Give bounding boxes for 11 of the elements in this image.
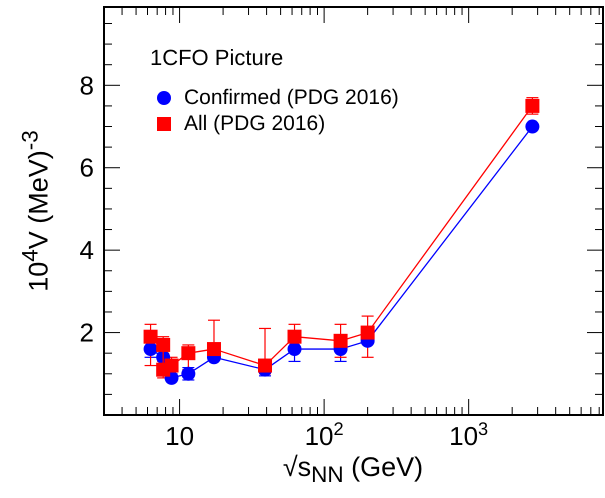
y-tick-label: 8 [80, 70, 94, 100]
x-tick-label: 10 [165, 421, 194, 451]
legend-label: All (PDG 2016) [184, 112, 326, 136]
x-tick-label: 10$^{2}$ [304, 419, 344, 451]
legend-title: 1CFO Picture [150, 45, 284, 71]
y-tick-label: 6 [80, 152, 94, 183]
y-tick-label: 2 [80, 318, 94, 348]
x-tick-label: 10$^{3}$ [449, 419, 488, 451]
x-axis-title: √s$_{NN}$ (GeV) [282, 452, 424, 488]
y-tick-label: 4 [80, 235, 94, 266]
legend-label: Confirmed (PDG 2016) [184, 86, 399, 110]
